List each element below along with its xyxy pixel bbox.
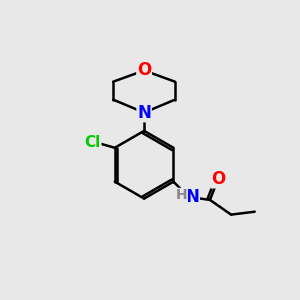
Text: Cl: Cl	[85, 135, 101, 150]
Text: O: O	[211, 170, 225, 188]
Text: O: O	[137, 61, 151, 80]
Text: N: N	[185, 188, 199, 206]
Text: H: H	[176, 188, 187, 203]
Text: N: N	[137, 103, 151, 122]
